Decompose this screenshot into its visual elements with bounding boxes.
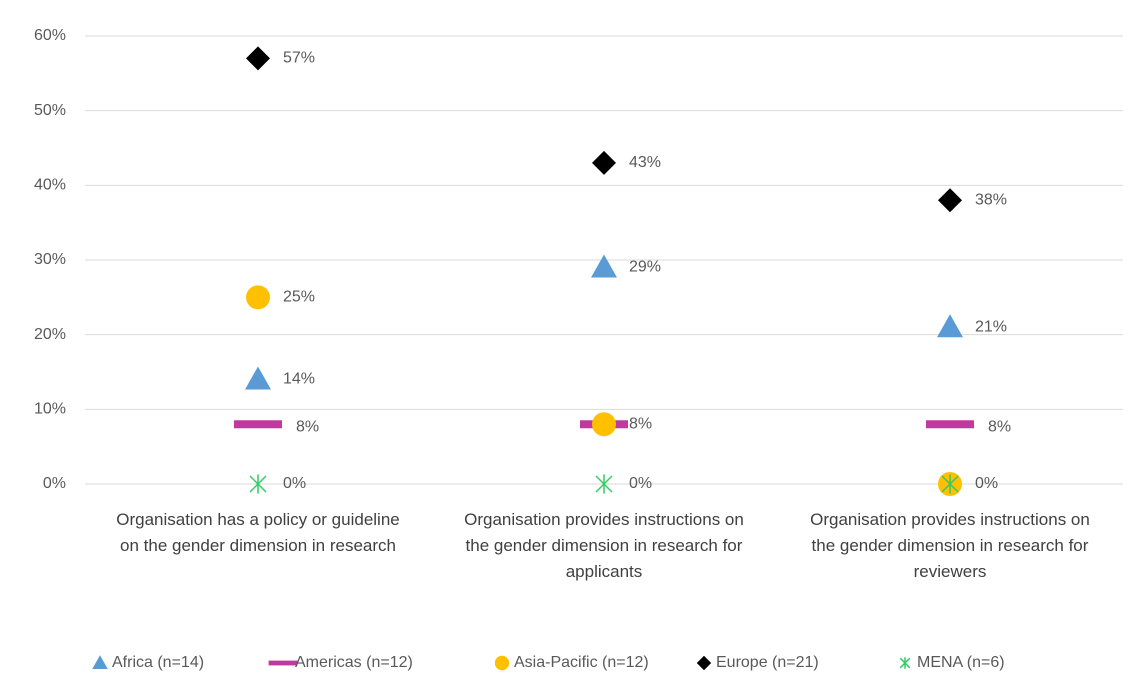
circle-marker xyxy=(494,655,510,671)
diamond-marker xyxy=(592,150,616,175)
y-tick-label: 0% xyxy=(43,475,66,492)
triangle-marker xyxy=(937,314,963,338)
dash-marker xyxy=(234,420,282,429)
x-tick-label: Organisation provides instructions on th… xyxy=(464,510,744,581)
y-tick-label: 50% xyxy=(34,102,66,119)
y-tick-label: 60% xyxy=(34,27,66,44)
x-tick-label: Organisation provides instructions on th… xyxy=(810,510,1090,581)
diamond-marker xyxy=(938,188,962,213)
asterisk-marker xyxy=(941,474,959,494)
asterisk-marker xyxy=(899,657,911,669)
data-label: 43% xyxy=(629,154,661,171)
y-tick-label: 30% xyxy=(34,251,66,268)
circle-marker xyxy=(592,412,616,437)
legend-label: Americas (n=12) xyxy=(295,654,413,671)
data-label: 14% xyxy=(283,371,315,388)
legend-label: Europe (n=21) xyxy=(716,654,819,671)
data-label: 8% xyxy=(988,418,1011,435)
dash-marker xyxy=(268,660,298,666)
legend-label: MENA (n=6) xyxy=(917,654,1005,671)
diamond-marker xyxy=(246,46,270,71)
circle-marker xyxy=(246,285,270,310)
data-label: 21% xyxy=(975,318,1007,335)
asterisk-marker xyxy=(249,474,267,494)
data-label: 0% xyxy=(283,475,306,492)
triangle-marker xyxy=(92,655,108,669)
asterisk-marker xyxy=(595,474,613,494)
data-label: 8% xyxy=(629,415,652,432)
x-tick-label: Organisation has a policy or guideline o… xyxy=(116,510,400,555)
legend-label: Asia-Pacific (n=12) xyxy=(514,654,649,671)
data-label: 38% xyxy=(975,191,1007,208)
y-tick-label: 20% xyxy=(34,326,66,343)
data-label: 0% xyxy=(629,475,652,492)
data-label: 25% xyxy=(283,289,315,306)
diamond-marker xyxy=(696,655,712,671)
data-label: 29% xyxy=(629,259,661,276)
triangle-marker xyxy=(245,366,271,390)
legend-label: Africa (n=14) xyxy=(112,654,204,671)
data-label: 57% xyxy=(283,50,315,67)
y-tick-label: 40% xyxy=(34,177,66,194)
data-label: 8% xyxy=(296,418,319,435)
data-label: 0% xyxy=(975,475,998,492)
y-tick-label: 10% xyxy=(34,401,66,418)
dash-marker xyxy=(926,420,974,429)
triangle-marker xyxy=(591,254,617,278)
